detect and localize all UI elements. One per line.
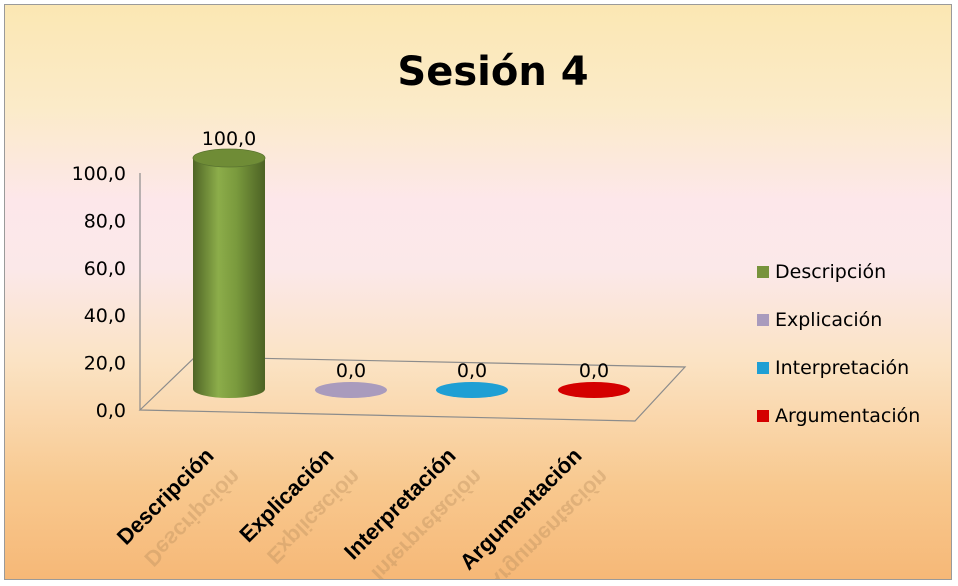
bar-descripción (192, 148, 266, 398)
bar-disc (436, 382, 508, 398)
y-tick-label: 40,0 (84, 305, 126, 327)
data-label: 100,0 (202, 128, 256, 150)
bar-interpretación (436, 382, 508, 398)
axes (138, 173, 687, 422)
bar-argumentación (558, 382, 630, 398)
bar-body (193, 158, 265, 398)
chart-title: Sesión 4 (397, 49, 588, 95)
y-tick-label: 100,0 (72, 163, 126, 185)
legend-label: Descripción (775, 261, 886, 283)
legend-swatch (757, 362, 769, 374)
bar-top (192, 148, 266, 168)
data-label: 0,0 (457, 360, 487, 382)
y-tick-label: 60,0 (84, 258, 126, 280)
y-tick-label: 0,0 (96, 400, 126, 422)
legend-item-descripción: Descripción (757, 261, 886, 283)
chart-area: Sesión 4 0,0 20,0 40,0 60,0 80,0 100,0 100,0 0… (4, 4, 952, 580)
legend-item-explicación: Explicación (757, 309, 882, 331)
y-axis-ticks: 0,0 20,0 40,0 60,0 80,0 100,0 (72, 163, 126, 422)
data-label: 0,0 (579, 360, 609, 382)
legend-item-interpretación: Interpretación (757, 357, 909, 379)
legend-swatch (757, 314, 769, 326)
y-tick-label: 80,0 (84, 210, 126, 232)
data-label: 0,0 (336, 360, 366, 382)
legend-swatch (757, 410, 769, 422)
legend-item-argumentación: Argumentación (757, 405, 920, 427)
legend-label: Explicación (775, 309, 882, 331)
bar-disc (558, 382, 630, 398)
data-labels: 100,0 0,0 0,0 0,0 (202, 128, 609, 382)
legend-swatch (757, 266, 769, 278)
bars (192, 148, 630, 398)
bar-disc (315, 382, 387, 398)
legend-label: Argumentación (775, 405, 920, 427)
y-tick-label: 20,0 (84, 353, 126, 375)
bar-explicación (315, 382, 387, 398)
legend: Descripción Explicación Interpretación Argu… (757, 261, 920, 427)
floor-plane (138, 356, 687, 422)
legend-label: Interpretación (775, 357, 909, 379)
